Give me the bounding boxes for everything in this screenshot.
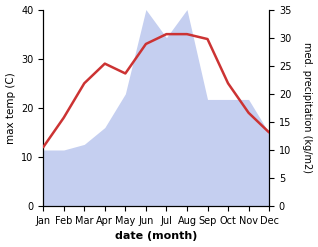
X-axis label: date (month): date (month) <box>115 231 197 242</box>
Y-axis label: med. precipitation (kg/m2): med. precipitation (kg/m2) <box>302 42 313 173</box>
Y-axis label: max temp (C): max temp (C) <box>5 72 16 144</box>
